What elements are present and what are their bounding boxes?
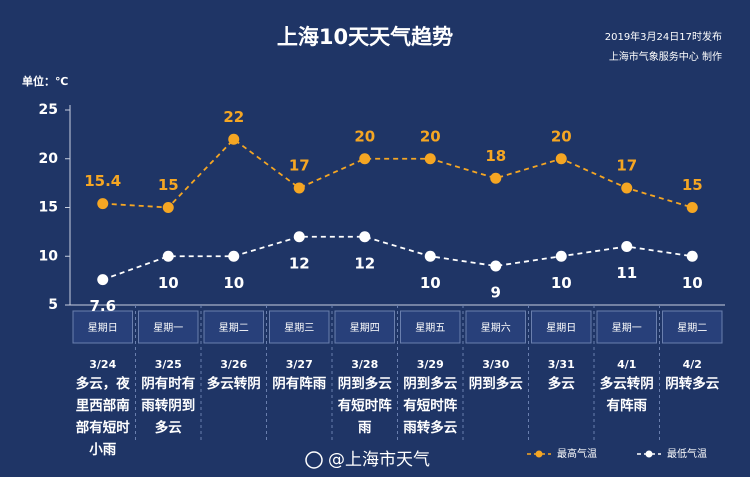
data-label: 12: [354, 254, 375, 272]
date: 3/25: [155, 358, 182, 371]
date: 3/28: [351, 358, 378, 371]
weekday: 星期日: [546, 322, 576, 334]
y-tick-label: 5: [48, 297, 58, 313]
weekday: 星期日: [88, 322, 118, 334]
weather-desc: 多云，夜里西部南部有短时小雨: [75, 376, 130, 458]
point: [293, 182, 305, 194]
legend-label: 最高气温: [557, 447, 597, 460]
weekday: 星期二: [677, 322, 707, 334]
legend-label: 最低气温: [667, 447, 707, 460]
weather-desc: 阴到多云有短时阵雨转多云: [403, 376, 458, 436]
data-label: 15.4: [84, 172, 121, 190]
data-label: 15: [682, 176, 703, 194]
date: 4/2: [683, 358, 702, 371]
data-label: 9: [491, 284, 501, 302]
weather-desc: 阴到多云: [468, 376, 523, 392]
weekday-cell: [400, 310, 461, 344]
point: [293, 231, 305, 243]
weather-desc: 多云: [547, 376, 575, 392]
data-label: 10: [420, 274, 441, 292]
point: [490, 172, 502, 184]
weekday-cell: [138, 310, 199, 344]
point: [97, 198, 109, 210]
weekday: 星期五: [415, 322, 445, 334]
weekday-cell: [334, 310, 395, 344]
weekday-cell: [203, 310, 264, 344]
unit-label: 单位：℃: [22, 74, 68, 88]
weekday: 星期四: [350, 322, 380, 334]
weekday: 星期三: [284, 322, 314, 334]
point: [555, 250, 567, 262]
date: 4/1: [617, 358, 636, 371]
data-label: 7.6: [89, 297, 116, 315]
legend-marker: [535, 450, 543, 458]
weather-desc: 阴到多云有短时阵雨: [337, 376, 392, 436]
y-tick-label: 15: [39, 200, 58, 216]
date: 3/24: [89, 358, 116, 371]
point: [621, 241, 633, 252]
series-line: [102, 138, 693, 209]
weather-desc: 阴转多云: [665, 376, 720, 392]
subtitle: 上海市气象服务中心 制作: [609, 50, 722, 63]
watermark: @上海市天气: [328, 450, 430, 470]
weekday-cell: [662, 310, 723, 344]
date: 3/31: [548, 358, 575, 371]
weekday: 星期一: [153, 322, 183, 334]
legend-marker: [645, 450, 653, 458]
weather-desc: 阴有阵雨: [272, 376, 327, 392]
subtitle: 2019年3月24日17时发布: [605, 30, 722, 43]
point: [359, 231, 371, 243]
weather-desc: 多云转阴有阵雨: [599, 376, 654, 414]
data-label: 20: [420, 127, 441, 145]
weekday: 星期六: [481, 322, 511, 334]
point: [555, 153, 567, 165]
data-label: 20: [551, 127, 572, 145]
data-label: 10: [158, 274, 179, 292]
date: 3/30: [482, 358, 509, 371]
date: 3/27: [286, 358, 313, 371]
data-label: 17: [616, 157, 637, 175]
point: [228, 133, 240, 145]
weekday-cell: [72, 310, 133, 344]
date: 3/29: [417, 358, 444, 371]
weekday: 星期二: [219, 322, 249, 334]
data-label: 12: [289, 254, 310, 272]
point: [686, 250, 698, 262]
point: [424, 153, 436, 165]
point: [490, 260, 502, 272]
weekday-cell: [269, 310, 330, 344]
date: 3/26: [220, 358, 247, 371]
data-label: 10: [551, 274, 572, 292]
y-tick-label: 25: [39, 102, 58, 118]
weather-desc: 阴有时有雨转阴到多云: [141, 376, 196, 436]
data-label: 18: [485, 147, 506, 165]
point: [162, 202, 174, 213]
weekday: 星期一: [612, 322, 642, 334]
weather-desc: 多云转阴: [206, 376, 261, 392]
point: [621, 182, 633, 194]
chart-title: 上海10天天气趋势: [277, 25, 453, 49]
y-tick-label: 20: [39, 151, 59, 167]
point: [424, 250, 436, 262]
series-line: [102, 235, 693, 281]
point: [228, 250, 240, 262]
point: [97, 274, 109, 286]
point: [686, 202, 698, 213]
weekday-cell: [531, 310, 592, 344]
data-label: 22: [223, 108, 244, 126]
weibo-icon: [305, 451, 323, 469]
y-tick-label: 10: [39, 248, 59, 264]
weekday-cell: [465, 310, 526, 344]
data-label: 10: [223, 274, 244, 292]
data-label: 11: [616, 264, 637, 282]
point: [162, 250, 174, 262]
weekday-cell: [596, 310, 657, 344]
data-label: 10: [682, 274, 703, 292]
data-label: 15: [158, 176, 179, 194]
point: [359, 153, 371, 165]
data-label: 17: [289, 157, 310, 175]
data-label: 20: [354, 127, 375, 145]
